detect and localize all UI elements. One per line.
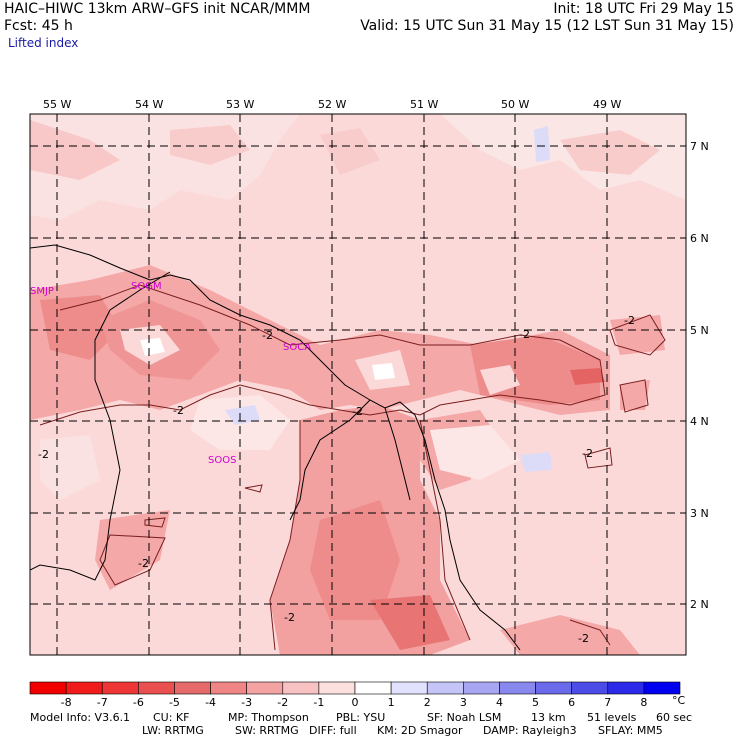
station-label: SOGM: [131, 281, 162, 292]
footer-resolution: 13 km: [531, 711, 566, 724]
contour-lines: [39, 284, 666, 651]
colorbar-cell: [101, 681, 139, 695]
lat-label: 5 N: [690, 324, 709, 337]
colorbar-cell: [318, 681, 356, 695]
colorbar-tick-label: 5: [532, 696, 540, 709]
station-label: SMJP: [30, 286, 54, 297]
colorbar-cell: [65, 681, 103, 695]
lon-label: 54 W: [135, 98, 164, 111]
contour-label: -2: [352, 405, 363, 418]
colorbar-tick-label: -2: [277, 696, 289, 709]
lat-lon-grid: [30, 114, 686, 655]
lifted-index-field: [30, 114, 686, 655]
colorbar-tick-label: 8: [640, 696, 648, 709]
lon-label: 55 W: [43, 98, 72, 111]
colorbar-cell: [390, 681, 428, 695]
contour-label: -2: [578, 632, 589, 645]
footer-surface: SF: Noah LSM: [427, 711, 502, 724]
contour-label: -2: [582, 447, 593, 460]
footer-pbl: PBL: YSU: [336, 711, 386, 724]
colorbar-cell: [282, 681, 320, 695]
contour-label: -2: [138, 557, 149, 570]
footer-longwave: LW: RRTMG: [142, 724, 204, 737]
colorbar: [29, 681, 681, 695]
footer-model-info: Model Info: V3.6.1: [30, 711, 131, 724]
footer-shortwave: SW: RRTMG: [235, 724, 299, 737]
footer-sflay: SFLAY: MM5: [598, 724, 663, 737]
lon-label: 52 W: [318, 98, 347, 111]
colorbar-tick-label: -1: [313, 696, 325, 709]
colorbar-cell: [174, 681, 211, 695]
station-label: SOOS: [208, 455, 237, 466]
header-model-title: HAIC–HIWC 13km ARW–GFS init NCAR/MMM: [4, 1, 311, 17]
map-frame: [29, 113, 687, 656]
colorbar-tick-label: -7: [96, 696, 108, 709]
header-valid-time: Valid: 15 UTC Sun 31 May 15 (12 LST Sun …: [360, 18, 734, 34]
footer-microphysics: MP: Thompson: [228, 711, 309, 724]
header-init-time: Init: 18 UTC Fri 29 May 15: [553, 1, 734, 17]
colorbar-tick-label: 6: [568, 696, 576, 709]
lat-label: 4 N: [690, 415, 709, 428]
colorbar-cell: [29, 681, 67, 695]
contour-label: -2: [519, 328, 530, 341]
footer-diffusion: DIFF: full: [309, 724, 357, 737]
colorbar-tick-label: -6: [132, 696, 144, 709]
colorbar-cell: [535, 681, 572, 695]
colorbar-cell: [210, 681, 247, 695]
colorbar-tick-label: -8: [60, 696, 72, 709]
colorbar-tick-label: 0: [351, 696, 359, 709]
field-name: Lifted index: [8, 36, 79, 50]
colorbar-tick-label: -3: [241, 696, 253, 709]
coastline-borders: [30, 244, 521, 651]
lat-label: 7 N: [690, 140, 709, 153]
lon-label: 50 W: [501, 98, 530, 111]
colorbar-tick-label: 4: [495, 696, 503, 709]
contour-label: -2: [173, 404, 184, 417]
lon-label: 51 W: [410, 98, 439, 111]
footer-cumulus: CU: KF: [153, 711, 190, 724]
colorbar-cell: [607, 681, 645, 695]
colorbar-cell: [354, 681, 392, 695]
colorbar-cell: [426, 681, 464, 695]
contour-label: -2: [38, 448, 49, 461]
lat-label: 3 N: [690, 507, 709, 520]
lat-label: 2 N: [690, 598, 709, 611]
colorbar-cell: [571, 681, 609, 695]
contour-label: -2: [624, 314, 635, 327]
lat-label: 6 N: [690, 232, 709, 245]
colorbar-tick-label: 7: [604, 696, 612, 709]
colorbar-unit: °C: [672, 694, 686, 707]
footer-damp: DAMP: Rayleigh3: [483, 724, 577, 737]
station-label: SOCA: [283, 342, 312, 353]
footer-timestep: 60 sec: [656, 711, 693, 724]
footer-km: KM: 2D Smagor: [377, 724, 463, 737]
colorbar-tick-label: -5: [168, 696, 180, 709]
contour-label: -2: [284, 611, 295, 624]
colorbar-tick-label: 3: [459, 696, 467, 709]
colorbar-tick-label: 2: [423, 696, 431, 709]
colorbar-cell: [643, 681, 681, 695]
contour-label: -2: [262, 329, 273, 342]
colorbar-cell: [463, 681, 500, 695]
header-forecast-hour: Fcst: 45 h: [4, 18, 73, 34]
colorbar-tick-label: 1: [387, 696, 395, 709]
lon-label: 53 W: [226, 98, 255, 111]
lon-label: 49 W: [593, 98, 622, 111]
colorbar-cell: [499, 681, 536, 695]
colorbar-tick-label: -4: [205, 696, 217, 709]
footer-levels: 51 levels: [587, 711, 637, 724]
colorbar-cell: [246, 681, 284, 695]
colorbar-cell: [138, 681, 175, 695]
